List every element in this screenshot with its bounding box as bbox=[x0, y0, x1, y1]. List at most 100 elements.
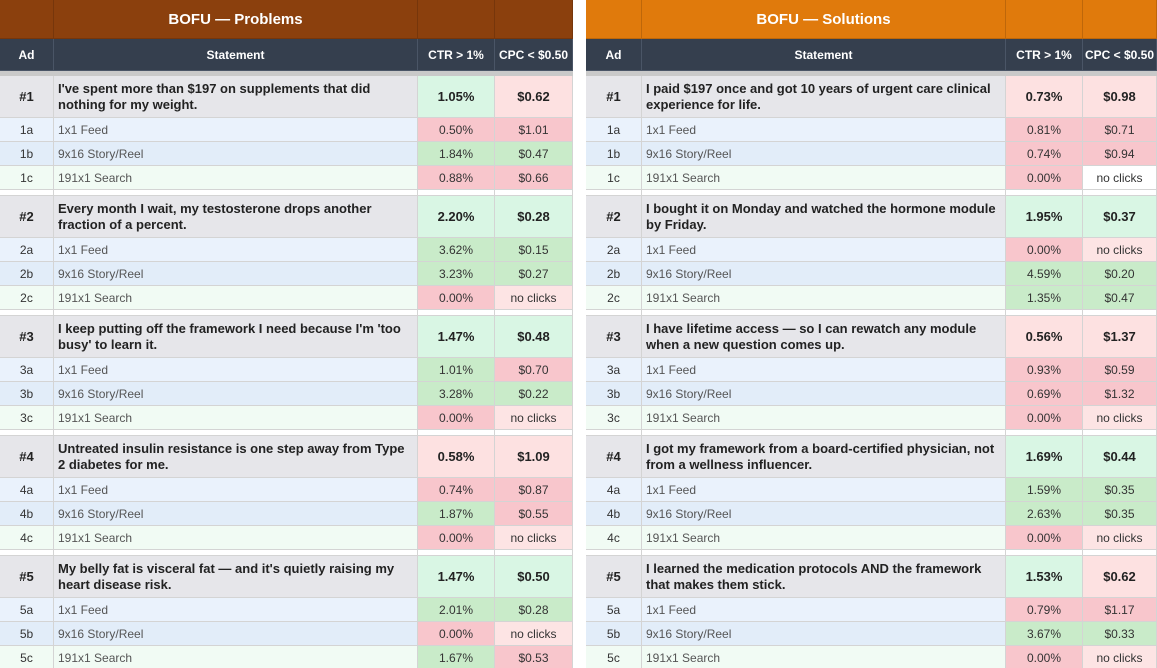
ad-ctr: 1.69% bbox=[1006, 436, 1083, 478]
variant-ad: 4c bbox=[0, 526, 54, 550]
group-gap bbox=[54, 430, 418, 436]
title-cell bbox=[1006, 0, 1083, 39]
variant-cpc: $0.70 bbox=[495, 358, 573, 382]
variant-ctr: 0.88% bbox=[418, 166, 495, 190]
variant-ad: 3c bbox=[0, 406, 54, 430]
variant-statement: 1x1 Feed bbox=[642, 598, 1006, 622]
variant-cpc: $0.87 bbox=[495, 478, 573, 502]
variant-statement: 9x16 Story/Reel bbox=[642, 502, 1006, 526]
variant-statement: 1x1 Feed bbox=[642, 358, 1006, 382]
variant-ad: 1c bbox=[586, 166, 642, 190]
variant-statement: 191x1 Search bbox=[642, 406, 1006, 430]
group-gap bbox=[1006, 310, 1083, 316]
ad-cpc: $0.50 bbox=[495, 556, 573, 598]
variant-statement: 9x16 Story/Reel bbox=[54, 382, 418, 406]
ad-statement: Every month I wait, my testosterone drop… bbox=[54, 196, 418, 238]
variant-statement: 9x16 Story/Reel bbox=[642, 142, 1006, 166]
variant-ctr: 0.93% bbox=[1006, 358, 1083, 382]
variant-ad: 4a bbox=[0, 478, 54, 502]
ad-cpc: $0.28 bbox=[495, 196, 573, 238]
group-gap bbox=[495, 310, 573, 316]
header-separator bbox=[586, 71, 1157, 76]
ad-cpc: $0.44 bbox=[1083, 436, 1157, 478]
variant-cpc: $0.35 bbox=[1083, 502, 1157, 526]
variant-cpc: $0.47 bbox=[1083, 286, 1157, 310]
group-gap bbox=[0, 430, 54, 436]
variant-cpc: $0.59 bbox=[1083, 358, 1157, 382]
variant-statement: 191x1 Search bbox=[642, 166, 1006, 190]
variant-ad: 3c bbox=[586, 406, 642, 430]
group-gap bbox=[54, 310, 418, 316]
variant-statement: 1x1 Feed bbox=[642, 238, 1006, 262]
variant-statement: 1x1 Feed bbox=[54, 478, 418, 502]
group-gap bbox=[1006, 550, 1083, 556]
ad-ad: #3 bbox=[586, 316, 642, 358]
variant-cpc: no clicks bbox=[1083, 526, 1157, 550]
variant-ad: 5b bbox=[586, 622, 642, 646]
variant-ad: 5c bbox=[586, 646, 642, 668]
group-gap bbox=[418, 430, 495, 436]
variant-ad: 5b bbox=[0, 622, 54, 646]
title-cell bbox=[1083, 0, 1157, 39]
group-gap bbox=[495, 550, 573, 556]
variant-ctr: 0.00% bbox=[1006, 166, 1083, 190]
variant-ad: 5a bbox=[586, 598, 642, 622]
variant-statement: 9x16 Story/Reel bbox=[54, 262, 418, 286]
title-cell bbox=[0, 0, 54, 39]
variant-statement: 191x1 Search bbox=[54, 526, 418, 550]
variant-cpc: $0.22 bbox=[495, 382, 573, 406]
ad-ad: #5 bbox=[586, 556, 642, 598]
variant-ad: 4b bbox=[586, 502, 642, 526]
group-gap bbox=[1006, 190, 1083, 196]
ad-ad: #4 bbox=[0, 436, 54, 478]
variant-cpc: $0.20 bbox=[1083, 262, 1157, 286]
variant-statement: 9x16 Story/Reel bbox=[54, 502, 418, 526]
title-cell bbox=[586, 0, 642, 39]
ad-cpc: $0.48 bbox=[495, 316, 573, 358]
variant-ctr: 3.62% bbox=[418, 238, 495, 262]
variant-ctr: 1.84% bbox=[418, 142, 495, 166]
group-gap bbox=[418, 310, 495, 316]
variant-statement: 1x1 Feed bbox=[54, 238, 418, 262]
title-cell bbox=[495, 0, 573, 39]
variant-statement: 9x16 Story/Reel bbox=[642, 622, 1006, 646]
ad-ad: #3 bbox=[0, 316, 54, 358]
variant-cpc: $0.35 bbox=[1083, 478, 1157, 502]
variant-ctr: 0.00% bbox=[1006, 238, 1083, 262]
variant-cpc: $0.33 bbox=[1083, 622, 1157, 646]
variant-ad: 1b bbox=[586, 142, 642, 166]
ad-cpc: $0.62 bbox=[495, 76, 573, 118]
variant-ad: 4a bbox=[586, 478, 642, 502]
variant-cpc: no clicks bbox=[495, 526, 573, 550]
variant-ad: 1b bbox=[0, 142, 54, 166]
variant-ctr: 0.00% bbox=[418, 406, 495, 430]
variant-statement: 191x1 Search bbox=[642, 286, 1006, 310]
problems-panel: BOFU — Problems Ad Statement CTR > 1% CPC < … bbox=[0, 0, 573, 668]
variant-cpc: $1.01 bbox=[495, 118, 573, 142]
group-gap bbox=[495, 190, 573, 196]
ad-cpc: $0.37 bbox=[1083, 196, 1157, 238]
column-header: Ad bbox=[0, 39, 54, 71]
group-gap bbox=[495, 430, 573, 436]
ad-ctr: 1.47% bbox=[418, 316, 495, 358]
column-header: CPC < $0.50 bbox=[1083, 39, 1157, 71]
group-gap bbox=[54, 550, 418, 556]
variant-ad: 2b bbox=[0, 262, 54, 286]
variant-cpc: $0.55 bbox=[495, 502, 573, 526]
variant-ctr: 0.79% bbox=[1006, 598, 1083, 622]
group-gap bbox=[1006, 430, 1083, 436]
variant-ctr: 0.50% bbox=[418, 118, 495, 142]
variant-statement: 9x16 Story/Reel bbox=[642, 382, 1006, 406]
ad-ad: #4 bbox=[586, 436, 642, 478]
ad-ad: #1 bbox=[0, 76, 54, 118]
title-cell bbox=[418, 0, 495, 39]
variant-ctr: 0.74% bbox=[1006, 142, 1083, 166]
ad-ctr: 0.58% bbox=[418, 436, 495, 478]
variant-cpc: $1.32 bbox=[1083, 382, 1157, 406]
variant-ad: 3a bbox=[0, 358, 54, 382]
solutions-panel: BOFU — Solutions Ad Statement CTR > 1% CPC <… bbox=[586, 0, 1157, 668]
ad-ctr: 1.47% bbox=[418, 556, 495, 598]
ad-ctr: 2.20% bbox=[418, 196, 495, 238]
group-gap bbox=[642, 310, 1006, 316]
group-gap bbox=[0, 550, 54, 556]
